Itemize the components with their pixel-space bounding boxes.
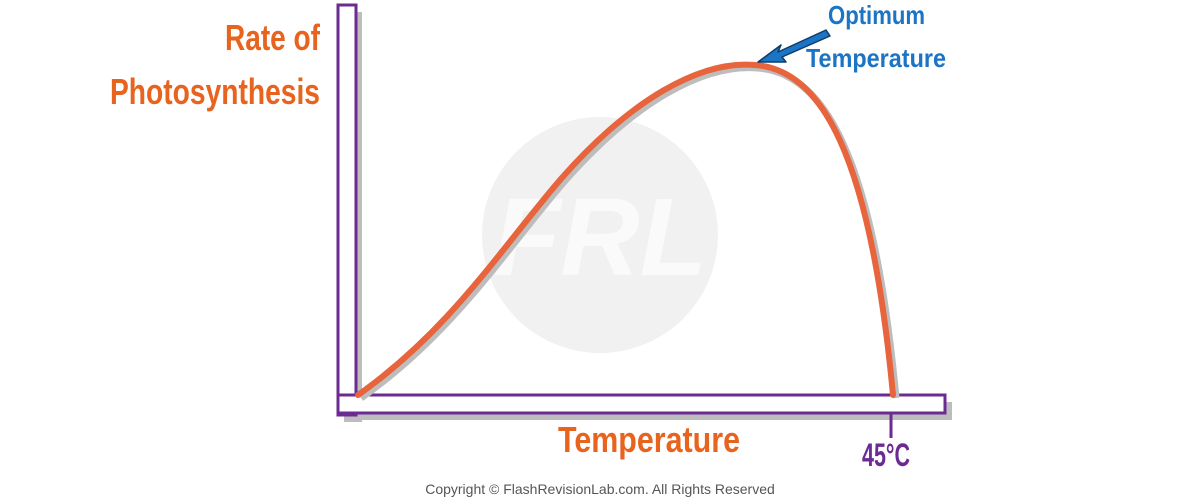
rate-curve xyxy=(355,61,896,398)
x-axis-label: Temperature xyxy=(558,419,740,460)
x-tick-label: 45°C xyxy=(862,437,910,473)
x-axis xyxy=(336,393,947,415)
y-axis xyxy=(336,3,358,417)
watermark-text: FRL xyxy=(493,176,707,299)
watermark-circle xyxy=(482,117,718,353)
annotation: Optimum xyxy=(828,0,925,30)
axis-joint xyxy=(339,396,355,412)
copyright: Copyright © FlashRevisionLab.com. All Ri… xyxy=(425,481,775,497)
annotation: Temperature xyxy=(806,43,946,73)
y-axis-label: Rate of xyxy=(225,17,321,58)
y-axis-label: Photosynthesis xyxy=(110,71,320,112)
annotation-arrow xyxy=(757,29,831,63)
